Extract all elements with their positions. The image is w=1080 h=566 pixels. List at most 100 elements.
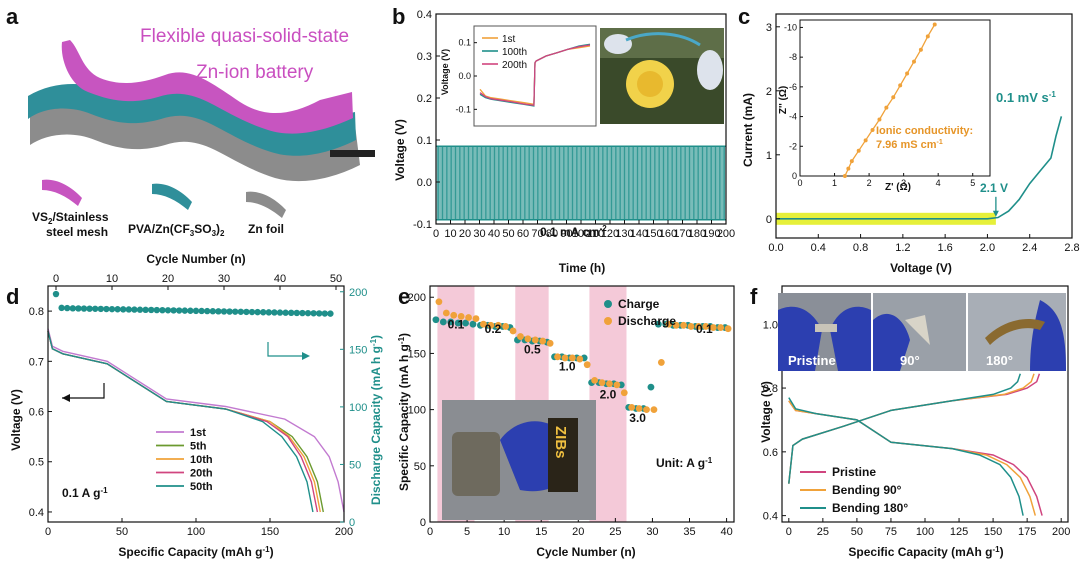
panel-c-xtick-label: 1.6	[937, 242, 952, 254]
panel-e-legend-marker	[604, 317, 612, 325]
panel-b-xtick-label: 20	[459, 228, 471, 240]
panel-f-xtick-label: 50	[851, 526, 863, 538]
panel-c-inset: 0 1 2 3 4 5 0 -2 -4 -6 -8 -10	[784, 19, 991, 188]
panel-b-xtick-label: 180	[688, 228, 706, 240]
panel-e-point-discharge	[657, 359, 665, 366]
panel-e-rate-label: 2.0	[600, 387, 617, 401]
panel-d-legend-label: 1st	[190, 427, 206, 439]
panel-f-xtick-label: 175	[1018, 526, 1036, 538]
zn-piece-icon	[246, 191, 286, 218]
panel-e-point-discharge	[524, 335, 532, 343]
battery-roll-icon	[452, 432, 500, 496]
panel-d-capacity-point	[260, 309, 267, 316]
panel-d-capacity-point	[159, 306, 166, 314]
panel-c-inset-text-2: 7.96 mS cm-1	[876, 139, 943, 151]
panel-e-point-discharge	[606, 380, 613, 388]
panel-e-point-charge	[432, 316, 440, 324]
panel-e-point-discharge	[509, 327, 517, 335]
panel-b-inset-ytick-label: -0.1	[455, 104, 471, 114]
battery-strip	[625, 32, 701, 47]
panel-b-xtick-label: 30	[473, 228, 485, 240]
panel-f-ytick-label: 0.8	[763, 383, 778, 395]
panel-e-point-discharge	[457, 312, 465, 320]
panel-d-label: d	[6, 284, 19, 309]
panel-e-xtick-label: 20	[572, 526, 584, 538]
panel-e-point-discharge	[465, 314, 472, 321]
panel-e-rate-label: 3.0	[629, 411, 646, 425]
panel-f-xtick-label: 0	[786, 526, 792, 538]
panel-e-xlabel: Cycle Number (n)	[536, 545, 635, 559]
panel-c-inset-point	[891, 95, 896, 100]
panel-b-xtick-label: 80	[546, 228, 558, 240]
panel-d-ytick-label: 0.6	[29, 407, 44, 419]
panel-e-point-discharge	[665, 320, 673, 328]
panel-b-xlabel: Time (h)	[559, 261, 605, 275]
panel-f: f Voltage (V) Specific Capacity (mAh g-1…	[750, 284, 1070, 559]
photo-pristine-glove-left	[778, 306, 822, 371]
panel-b-xtick-label: 10	[444, 228, 456, 240]
panel-e-point-discharge	[724, 325, 732, 333]
vs2-piece-icon	[42, 179, 82, 206]
panel-e-point-discharge	[695, 323, 702, 330]
panel-b-annotation: 0.1 mA cm-2	[540, 224, 607, 239]
panel-d-capacity-point	[243, 308, 250, 316]
photo-90-glove	[873, 313, 910, 371]
panel-e-point-discharge	[613, 381, 621, 389]
panel-b-inset-legend-label: 100th	[502, 47, 527, 58]
led-display	[548, 418, 578, 492]
panel-d-capacity-point	[271, 309, 278, 316]
panel-f-legend-label: Pristine	[832, 465, 876, 479]
panel-d-capacity-point	[288, 309, 295, 317]
panel-e-ylabel: Specific Capacity (mA h g-1)	[397, 333, 411, 491]
panel-e-point-discharge	[472, 315, 480, 322]
panel-e-rate-label: 0.2	[485, 322, 502, 336]
panel-d-legend-label: 20th	[190, 468, 213, 480]
panel-c-inset-ytick-label: -2	[789, 141, 797, 151]
panel-c-inset-point	[846, 166, 851, 171]
panel-d-capacity-point	[92, 305, 99, 312]
panel-f-ylabel: Voltage (V)	[759, 381, 773, 443]
panel-e-ytick-label: 150	[408, 348, 426, 360]
panel-c-inset-text-1: Ionic conductivity:	[876, 125, 973, 137]
panel-e-rate-labels: 0.1 0.2 0.5 1.0 2.0 3.0 0.1	[448, 318, 713, 425]
panel-d-capacity-point	[265, 309, 272, 316]
panel-c-inset-point	[877, 117, 882, 122]
panel-b-xtick-label: 160	[659, 228, 677, 240]
pva-piece-icon	[152, 183, 192, 210]
panel-c-xtick-label: 2.8	[1064, 242, 1079, 254]
panel-e-point-discharge	[480, 320, 487, 328]
battery-illustration	[28, 40, 375, 218]
panel-c-onset-arrow-head-icon	[992, 210, 999, 217]
panel-e-ytick-label: 100	[408, 405, 426, 417]
panel-e-xtick-label: 0	[427, 526, 433, 538]
panel-e-xtick-label: 25	[609, 526, 621, 538]
panel-b-label: b	[392, 4, 405, 29]
panel-c: c Current (mA) Voltage (V) 0.0 0.4 0.8 1.2 1…	[738, 4, 1080, 275]
panel-d-capacity-point	[198, 307, 205, 315]
panel-c-inset-xtick-label: 4	[936, 178, 941, 188]
panel-d-ytick-label: 0.7	[29, 356, 44, 368]
panel-e-ytick-label: 200	[408, 292, 426, 304]
panel-b-cycling-band	[435, 146, 727, 220]
panel-e-axes-frame	[429, 285, 735, 523]
panel-c-inset-point	[849, 159, 854, 164]
photo-pristine-glove-right	[830, 306, 871, 371]
panel-d-top-xtick-label: 30	[218, 273, 230, 285]
panel-d-ytick-label: 0.5	[29, 457, 44, 469]
left-arrow-head-icon	[62, 394, 70, 402]
zn-foil-label: Zn foil	[248, 222, 284, 236]
panel-e-ytick-label: 50	[414, 461, 426, 473]
panel-d-xtick-label: 100	[187, 526, 205, 538]
panel-d-plot: 0 50 100 150 200 0.4 0.5 0.6 0.7 0.8 0 10 20 30 40 50 0 5…	[29, 273, 368, 538]
panel-c-inset-point	[870, 127, 875, 132]
panel-c-ytick-label: 1	[766, 150, 772, 162]
panel-b-xtick-label: 70	[531, 228, 543, 240]
panel-d-capacity-point	[69, 305, 77, 312]
panel-d-capacity-point	[304, 309, 312, 317]
panel-d-curve-20th	[47, 331, 319, 513]
panel-b-xtick-label: 190	[702, 228, 720, 240]
vs2-cathode-layer	[61, 40, 354, 134]
panel-e-legend-label: Discharge	[618, 314, 676, 328]
panel-e-point-discharge	[709, 324, 717, 331]
led-display-text: ZIBs	[552, 426, 569, 459]
